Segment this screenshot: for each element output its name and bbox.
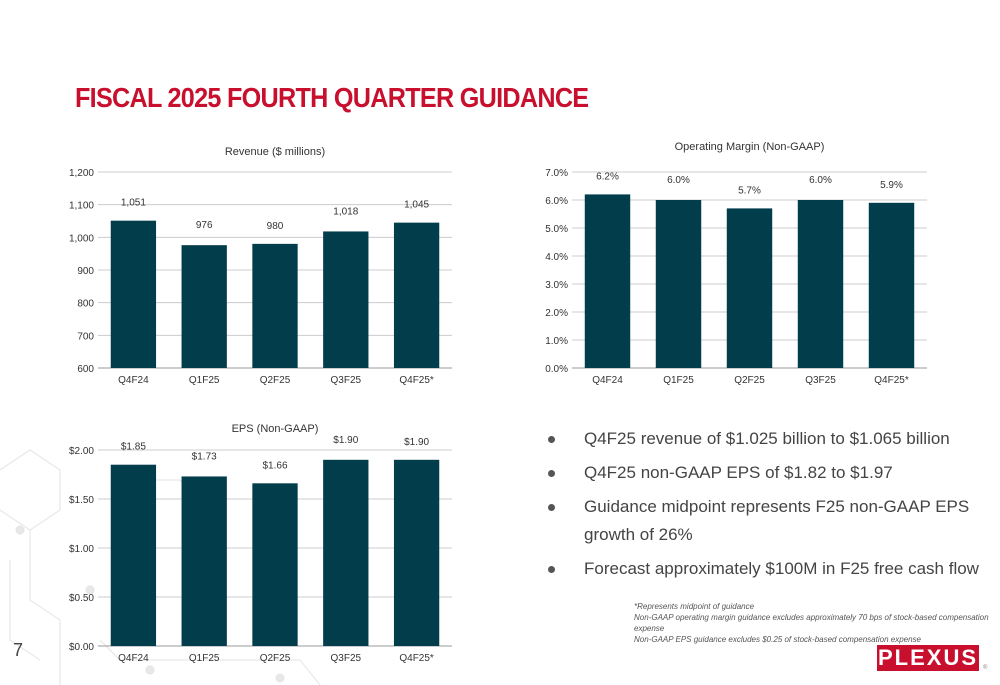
chart-title: Operating Margin (Non-GAAP)	[675, 141, 825, 153]
x-tick-label: Q4F24	[118, 653, 149, 664]
y-tick-label: 1.0%	[545, 336, 568, 347]
data-label: $1.66	[262, 460, 287, 471]
data-label: $1.90	[404, 437, 429, 448]
bullet-icon	[548, 436, 555, 443]
x-tick-label: Q2F25	[260, 375, 291, 386]
x-tick-label: Q2F25	[734, 375, 765, 386]
slide-title: FISCAL 2025 FOURTH QUARTER GUIDANCE	[75, 82, 589, 113]
data-label: 1,018	[333, 206, 358, 217]
y-tick-label: 1,000	[69, 233, 94, 244]
x-tick-label: Q2F25	[260, 653, 291, 664]
data-label: 1,045	[404, 200, 429, 211]
y-tick-label: 600	[77, 364, 94, 375]
y-tick-label: 2.0%	[545, 308, 568, 319]
x-tick-label: Q1F25	[189, 653, 220, 664]
data-label: $1.90	[333, 435, 358, 446]
bar	[868, 202, 915, 368]
bullet-icon	[548, 566, 555, 573]
bar	[393, 459, 440, 646]
plexus-logo: PLEXUS	[877, 645, 979, 671]
y-tick-label: 800	[77, 299, 94, 310]
bar	[252, 243, 298, 368]
registered-mark: ®	[983, 665, 988, 671]
bullet-text: Q4F25 non-GAAP EPS of $1.82 to $1.97	[584, 463, 893, 482]
x-tick-label: Q4F24	[118, 375, 149, 386]
x-tick-label: Q4F25*	[399, 653, 434, 664]
bar	[323, 231, 369, 368]
data-label: 976	[196, 220, 213, 231]
data-label: $1.85	[121, 442, 146, 453]
chart-title: EPS (Non-GAAP)	[232, 423, 319, 435]
chart-title: Revenue ($ millions)	[225, 146, 325, 158]
bar	[726, 208, 773, 368]
x-tick-label: Q1F25	[663, 375, 694, 386]
x-tick-label: Q3F25	[331, 375, 362, 386]
y-tick-label: 1,200	[69, 168, 94, 179]
guidance-bullets: Q4F25 revenue of $1.025 billion to $1.06…	[548, 425, 988, 589]
circuit-decoration	[0, 449, 321, 685]
data-label: 1,051	[121, 198, 146, 209]
y-tick-label: 4.0%	[545, 252, 568, 263]
data-label: 6.0%	[809, 175, 832, 186]
bar	[181, 245, 227, 368]
data-label: 6.2%	[596, 171, 619, 182]
y-tick-label: 6.0%	[545, 196, 568, 207]
data-label: 5.7%	[738, 185, 761, 196]
bar	[110, 464, 157, 646]
y-tick-label: $0.50	[69, 593, 94, 604]
bar	[797, 200, 844, 368]
operating-margin-chart: Operating Margin (Non-GAAP) 0.0% 1.0% 2.0% 3…	[545, 141, 927, 386]
bullet-icon	[548, 470, 555, 477]
x-tick-label: Q3F25	[805, 375, 836, 386]
y-tick-label: $2.00	[69, 446, 94, 457]
data-label: 6.0%	[667, 175, 690, 186]
x-tick-label: Q4F25*	[399, 375, 434, 386]
bullet-text: Forecast approximately $100M in F25 free…	[584, 559, 979, 578]
bullet-text: Q4F25 revenue of $1.025 billion to $1.06…	[584, 429, 950, 448]
data-label: 5.9%	[880, 180, 903, 191]
y-tick-label: $1.50	[69, 495, 94, 506]
y-tick-label: 5.0%	[545, 224, 568, 235]
bullet-icon	[548, 504, 555, 511]
revenue-chart: Revenue ($ millions) 600 700 800 900 1,000 1,1…	[69, 146, 452, 386]
x-tick-label: Q4F24	[592, 375, 623, 386]
y-tick-label: 900	[77, 266, 94, 277]
bar	[393, 222, 440, 368]
bullet-item: Q4F25 non-GAAP EPS of $1.82 to $1.97	[548, 459, 988, 487]
data-label: 980	[267, 221, 284, 232]
x-tick-label: Q4F25*	[874, 375, 909, 386]
eps-chart: EPS (Non-GAAP) $0.00 $0.50 $1.00 $1.50 $2.00 $…	[69, 423, 452, 664]
y-tick-label: 7.0%	[545, 168, 568, 179]
footnotes: *Represents midpoint of guidance Non-GAA…	[634, 601, 1000, 645]
data-label: $1.73	[192, 451, 217, 462]
bar	[181, 476, 227, 646]
bar	[323, 459, 369, 646]
y-tick-label: 0.0%	[545, 364, 568, 375]
footnote: *Represents midpoint of guidance	[634, 602, 755, 611]
bullet-text: Guidance midpoint represents F25 non-GAA…	[584, 497, 970, 544]
x-tick-label: Q1F25	[189, 375, 220, 386]
footnote: Non-GAAP operating margin guidance exclu…	[634, 613, 989, 633]
y-tick-label: 3.0%	[545, 280, 568, 291]
y-tick-label: 1,100	[69, 201, 94, 212]
bullet-item: Guidance midpoint represents F25 non-GAA…	[548, 493, 988, 549]
bullet-item: Q4F25 revenue of $1.025 billion to $1.06…	[548, 425, 988, 453]
bullet-item: Forecast approximately $100M in F25 free…	[548, 555, 988, 583]
bar	[655, 200, 702, 368]
y-tick-label: $1.00	[69, 544, 94, 555]
page-number: 7	[13, 640, 24, 660]
footnote: Non-GAAP EPS guidance excludes $0.25 of …	[634, 635, 921, 644]
bar	[252, 483, 298, 646]
y-tick-label: 700	[77, 331, 94, 342]
bar	[584, 194, 631, 368]
y-tick-label: $0.00	[69, 642, 94, 653]
bar	[110, 220, 157, 368]
x-tick-label: Q3F25	[331, 653, 362, 664]
